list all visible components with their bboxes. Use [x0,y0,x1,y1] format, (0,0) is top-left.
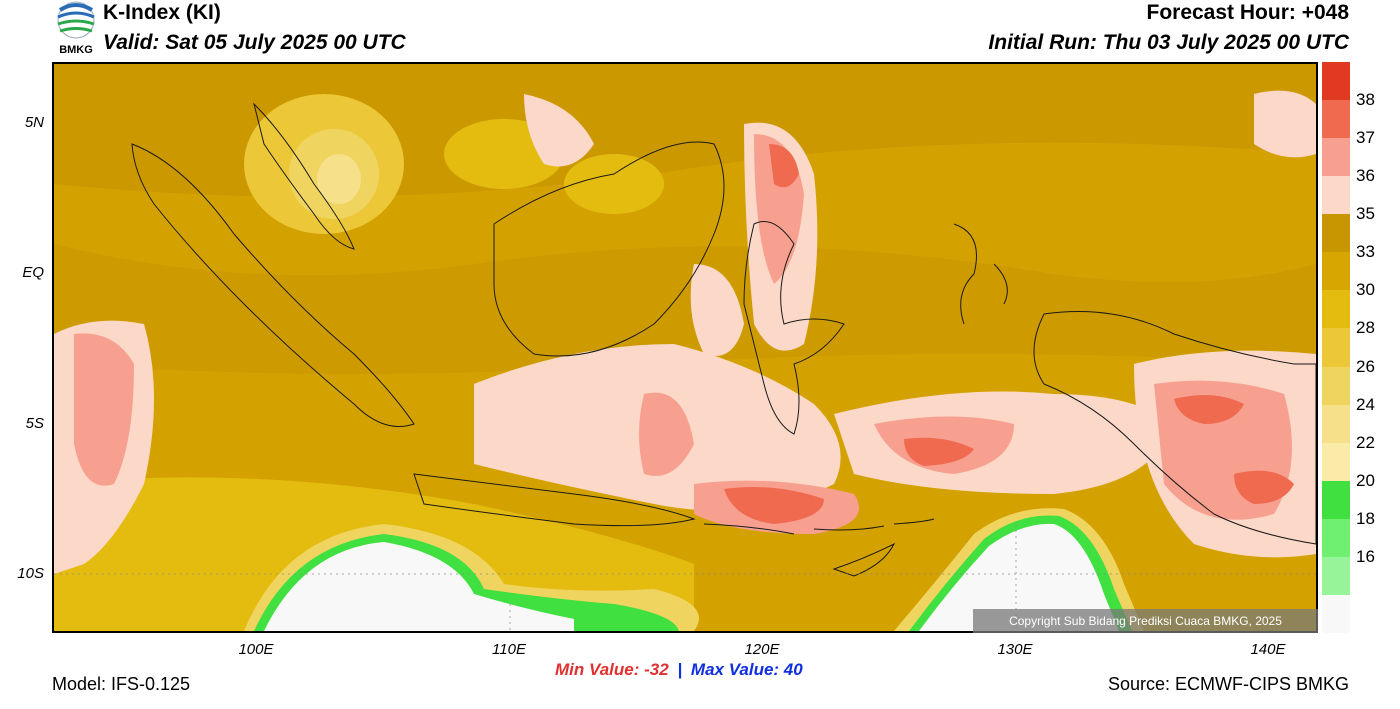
bmkg-logo: BMKG [52,0,100,60]
legend-swatch [1322,556,1350,596]
separator: | [677,660,683,679]
legend-label: 26 [1356,356,1375,376]
legend-label: 35 [1356,204,1375,224]
lon-label-140e: 140E [1250,641,1286,658]
legend-swatch [1322,252,1350,291]
legend-label: 36 [1356,166,1375,186]
legend-swatch [1322,290,1350,329]
legend-label: 37 [1356,128,1375,148]
forecast-hour: Forecast Hour: +048 [1146,1,1350,24]
initial-run: Initial Run: Thu 03 July 2025 00 UTC [988,31,1349,54]
legend-swatch [1322,214,1350,253]
legend-swatch [1322,62,1350,101]
legend-swatch [1322,328,1350,368]
legend-label: 30 [1356,280,1375,300]
legend-swatch [1322,100,1350,139]
legend-swatch [1322,518,1350,558]
legend-swatch [1322,404,1350,444]
legend-label: 24 [1356,394,1375,414]
max-value: Max Value: 40 [690,660,803,679]
lat-label-5s: 5S [25,415,44,432]
lat-label-5n: 5N [24,114,44,131]
copyright-notice: Copyright Sub Bidang Prediksi Cuaca BMKG… [973,609,1318,633]
legend-swatch [1322,480,1350,520]
legend-label: 20 [1356,470,1375,490]
lon-label-100e: 100E [238,641,274,658]
model-label: Model: IFS-0.125 [52,674,191,694]
lon-label-120e: 120E [744,641,780,658]
color-legend [1322,62,1350,634]
min-max-values: Min Value: -32 | Max Value: 40 [555,660,803,680]
legend-label: 38 [1356,90,1375,110]
min-value: Min Value: -32 [555,660,669,679]
legend-swatch [1322,366,1350,406]
legend-label: 28 [1356,318,1375,338]
lon-label-130e: 130E [997,641,1033,658]
source-label: Source: ECMWF-CIPS BMKG [1107,674,1349,694]
logo-text: BMKG [59,44,93,56]
lat-label-eq: EQ [22,264,44,281]
legend-swatch [1322,442,1350,482]
legend-label: 16 [1356,546,1375,566]
legend-label: 18 [1356,508,1375,528]
legend-swatch [1322,176,1350,215]
legend-label: 33 [1356,242,1375,262]
lat-label-10s: 10S [17,565,44,582]
legend-swatch [1322,138,1350,177]
legend-label: 22 [1356,432,1375,452]
k-index-map [52,62,1318,633]
valid-time: Valid: Sat 05 July 2025 00 UTC [103,31,406,54]
map-title: K-Index (KI) [103,1,221,24]
lon-label-110e: 110E [492,641,526,658]
legend-swatch [1322,594,1350,634]
